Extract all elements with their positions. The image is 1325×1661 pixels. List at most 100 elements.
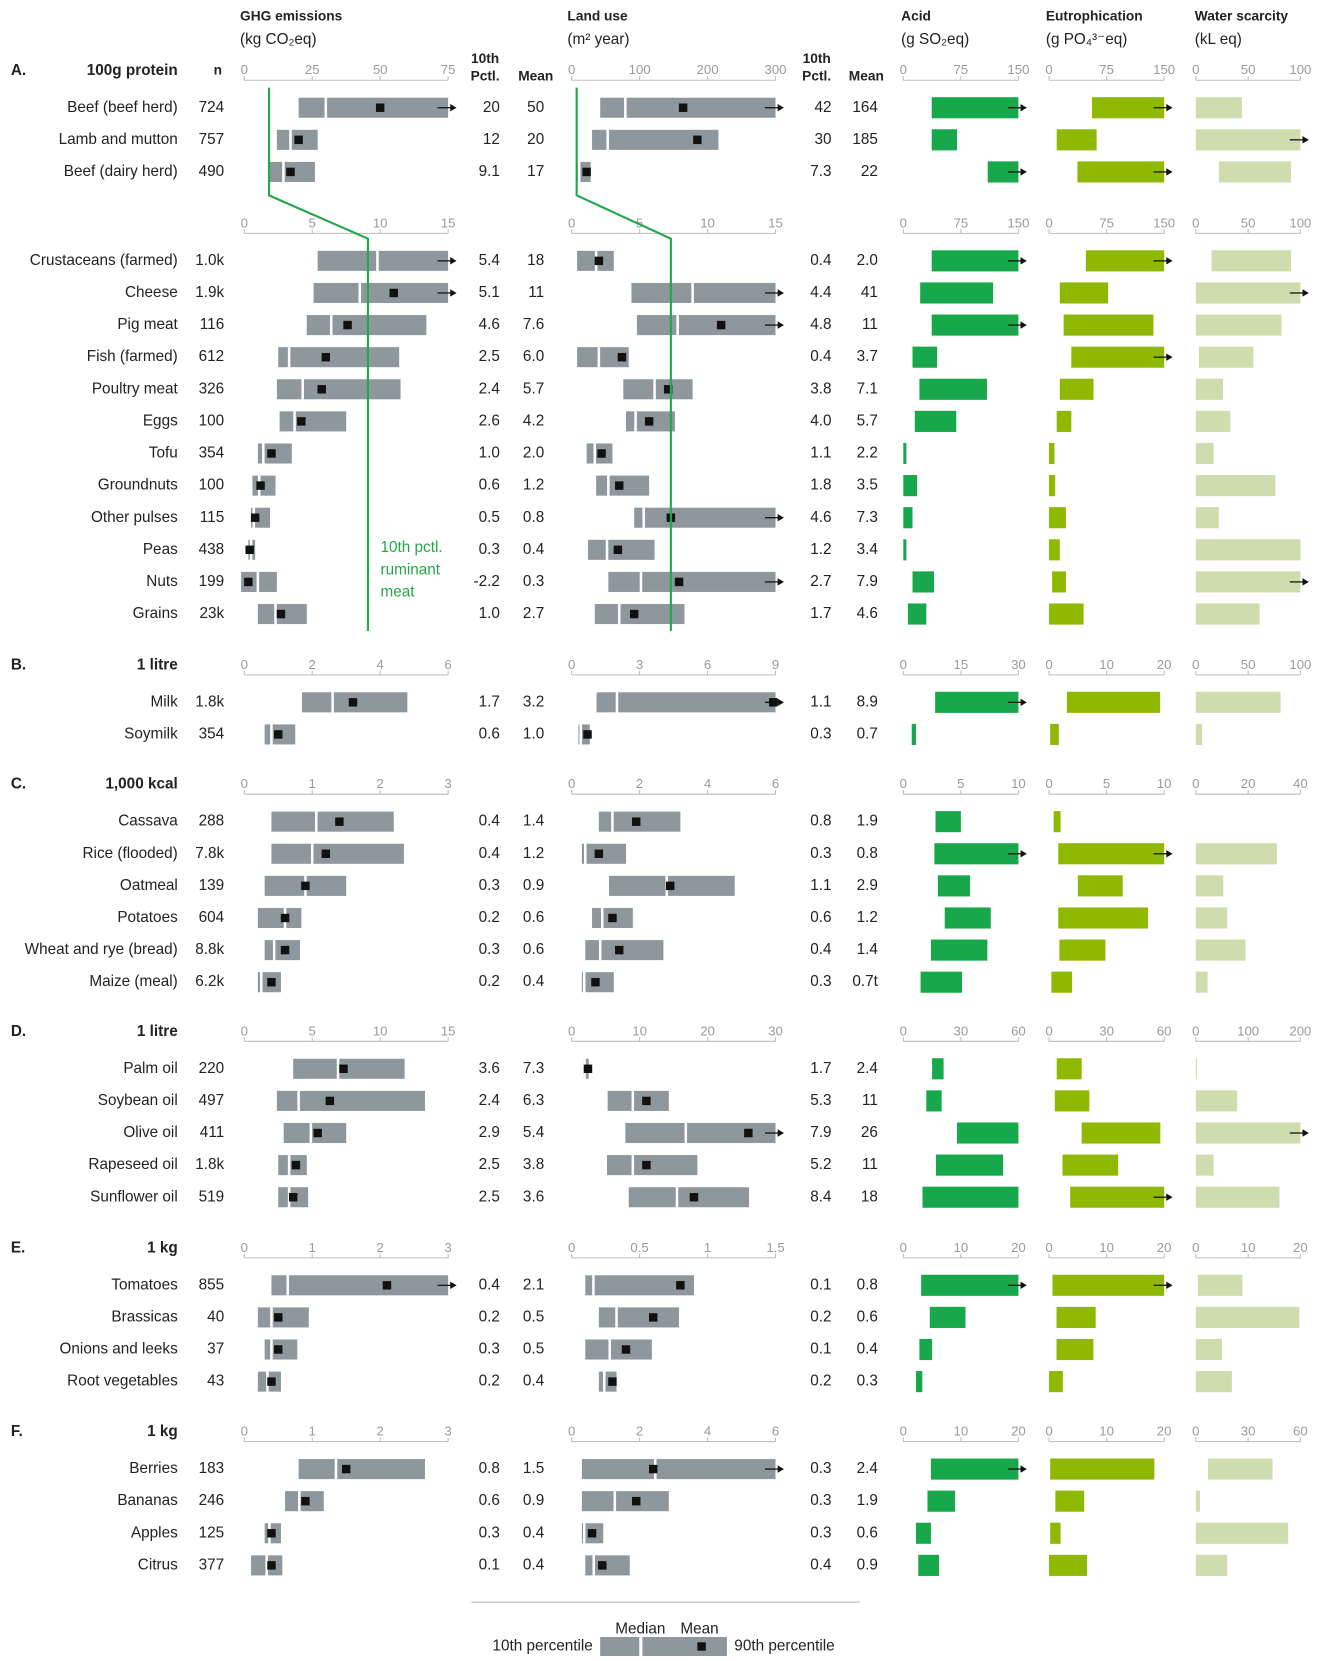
box-upper: [587, 844, 626, 864]
overflow-arrow-head: [450, 257, 456, 264]
box-upper: [678, 1187, 749, 1207]
x-tick-label: 3: [444, 1424, 451, 1439]
x-tick-label: 30: [1099, 1023, 1114, 1038]
box-upper: [679, 315, 776, 335]
mean-marker: [615, 481, 623, 489]
box-group: [269, 162, 315, 182]
item-name: Wheat and rye (bread): [25, 941, 178, 958]
box-group: [582, 1523, 603, 1543]
mean-value: 0.5: [523, 1341, 544, 1358]
x-tick-label: 0: [1045, 62, 1052, 77]
section-unit: 1 litre: [137, 656, 178, 673]
x-tick-label: 75: [954, 62, 969, 77]
mean-value: 7.6: [523, 316, 544, 333]
box-lower: [626, 411, 634, 431]
item-name: Palm oil: [123, 1060, 177, 1077]
section-unit: 1 litre: [137, 1023, 178, 1040]
mean-marker: [615, 946, 623, 954]
box-group: [587, 443, 613, 463]
item-n: 377: [199, 1556, 225, 1573]
box-upper: [318, 812, 394, 832]
box-upper: [627, 98, 776, 118]
box-lower: [278, 347, 288, 367]
p10-value: 2.9: [479, 1124, 500, 1141]
box-upper: [616, 1491, 669, 1511]
x-tick-label: 0.5: [630, 1240, 648, 1255]
p10-value: 1.7: [810, 605, 831, 622]
item-n: 6.2k: [195, 973, 224, 990]
water-bar: [1196, 1122, 1301, 1143]
acid-bar: [931, 940, 987, 961]
x-tick-label: 0: [1045, 1023, 1052, 1038]
box-upper: [657, 1459, 776, 1479]
eutro-bar: [1057, 129, 1097, 150]
box-lower: [577, 347, 597, 367]
mean-value: 0.3: [857, 1373, 878, 1390]
box-group: [299, 98, 448, 118]
eutro-bar: [1058, 843, 1164, 864]
mean-value: 0.6: [857, 1524, 878, 1541]
mean-value: 164: [852, 99, 878, 116]
acid-bar: [932, 97, 1019, 118]
box-group: [252, 476, 275, 496]
mean-value: 0.7: [857, 725, 878, 742]
item-n: 724: [199, 99, 225, 116]
mean-value: 0.7t: [852, 973, 878, 990]
item-n: 43: [207, 1373, 224, 1390]
p10-value: 0.1: [479, 1556, 500, 1573]
box-lower: [585, 1339, 608, 1359]
x-tick-label: 50: [1241, 62, 1256, 77]
mean-marker: [1125, 289, 1133, 297]
mean-value: 3.2: [523, 693, 544, 710]
x-tick-label: 20: [1157, 1424, 1172, 1439]
item-name: Tomatoes: [111, 1276, 178, 1293]
mean-value: 5.4: [523, 1124, 545, 1141]
box-group: [600, 98, 775, 118]
box-upper: [361, 283, 448, 303]
legend-mean-marker: [697, 1642, 705, 1650]
mean-marker: [614, 546, 622, 554]
item-name: Berries: [129, 1460, 178, 1477]
mean-marker: [277, 610, 285, 618]
x-tick-label: 0: [1192, 1240, 1199, 1255]
box-lower: [265, 1339, 271, 1359]
x-tick-label: 0: [568, 215, 575, 230]
box-group: [258, 908, 301, 928]
x-tick-label: 0: [900, 657, 907, 672]
item-n: 326: [199, 380, 225, 397]
box-lower: [278, 1155, 288, 1175]
box-upper: [300, 1091, 425, 1111]
box-lower: [582, 844, 584, 864]
eutro-bar: [1071, 347, 1164, 368]
acid-bar: [932, 129, 957, 150]
overflow-arrow-head: [1021, 699, 1027, 706]
eutro-bar: [1057, 1058, 1082, 1079]
box-lower: [582, 1523, 583, 1543]
mean-marker: [598, 1561, 606, 1569]
mean-marker: [383, 1281, 391, 1289]
box-group: [284, 1123, 347, 1143]
box-lower: [299, 98, 325, 118]
item-name: Sunflower oil: [90, 1188, 178, 1205]
mean-marker: [274, 1345, 282, 1353]
item-n: 411: [200, 1124, 224, 1141]
item-n: 1.9k: [195, 284, 224, 301]
overflow-arrow-head: [1021, 104, 1027, 111]
mean-value: 11: [528, 284, 544, 301]
mean-marker: [608, 914, 616, 922]
acid-bar: [903, 539, 906, 560]
item-name: Grains: [133, 605, 178, 622]
p10-value: 0.2: [479, 1373, 500, 1390]
item-name: Potatoes: [117, 909, 178, 926]
mean-marker: [645, 417, 653, 425]
acid-bar: [931, 1459, 1018, 1480]
water-bar: [1196, 692, 1281, 713]
eutro-bar: [1049, 507, 1066, 528]
item-n: 139: [199, 877, 225, 894]
p10-value: 3.6: [479, 1060, 500, 1077]
box-lower: [599, 1372, 603, 1392]
p10-value: 0.5: [479, 509, 500, 526]
x-tick-label: 100: [1289, 215, 1311, 230]
x-tick-label: 0: [241, 1240, 248, 1255]
x-tick-label: 5: [309, 215, 316, 230]
